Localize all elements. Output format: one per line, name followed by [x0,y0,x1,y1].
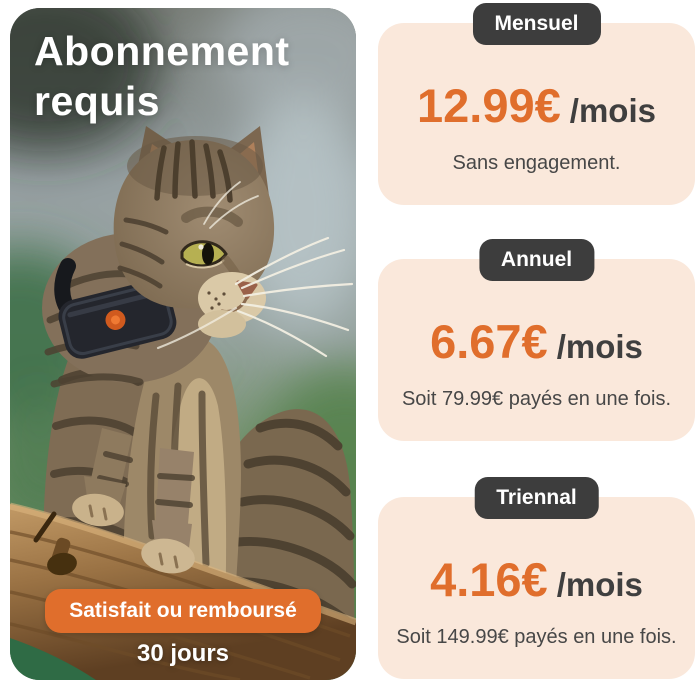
plan-price-monthly: 12.99€ [417,78,561,132]
plan-triennial: Triennal 4.16€ /mois Soit 149.99€ payés … [378,477,695,679]
cat-nose [236,280,258,300]
money-back-guarantee-button[interactable]: Satisfait ou remboursé [45,589,321,633]
plan-period-annual: /mois [556,327,643,365]
whiskers [156,181,354,358]
plan-monthly: Mensuel 12.99€ /mois Sans engagement. [378,3,695,205]
cat-head [113,126,354,358]
plan-note-triennial: Soit 149.99€ payés en une fois. [396,625,677,648]
plan-period-triennial: /mois [556,565,643,603]
plan-period-monthly: /mois [569,91,656,129]
forehead-stripes [154,139,233,203]
plan-annual: Annuel 6.67€ /mois Soit 79.99€ payés en … [378,239,695,441]
plan-card-annual[interactable]: 6.67€ /mois Soit 79.99€ payés en une foi… [378,259,695,441]
plan-badge-annual: Annuel [478,239,595,281]
guarantee-duration-label: 30 jours [136,640,230,667]
product-photo-panel: Abonnement requis Satisfait ou remboursé… [10,8,356,680]
guarantee-block: Satisfait ou remboursé 30 jours [10,589,356,668]
price-row: 6.67€ /mois [430,314,643,369]
plan-note-annual: Soit 79.99€ payés en une fois. [401,387,672,410]
plan-note-monthly: Sans engagement. [452,151,621,174]
plan-card-monthly[interactable]: 12.99€ /mois Sans engagement. [378,23,695,205]
plan-price-triennial: 4.16€ [430,552,548,606]
price-row: 12.99€ /mois [417,78,656,133]
plan-badge-monthly: Mensuel [472,3,601,45]
page-title: Abonnement requis [34,26,290,126]
plan-price-annual: 6.67€ [430,314,548,368]
title-line-1: Abonnement [34,28,290,74]
plan-card-triennial[interactable]: 4.16€ /mois Soit 149.99€ payés en une fo… [378,497,695,679]
price-row: 4.16€ /mois [430,552,643,607]
plan-badge-triennial: Triennal [474,477,599,519]
title-line-2: requis [34,78,161,125]
cat-paws [72,476,195,574]
gps-tracker [54,258,177,359]
